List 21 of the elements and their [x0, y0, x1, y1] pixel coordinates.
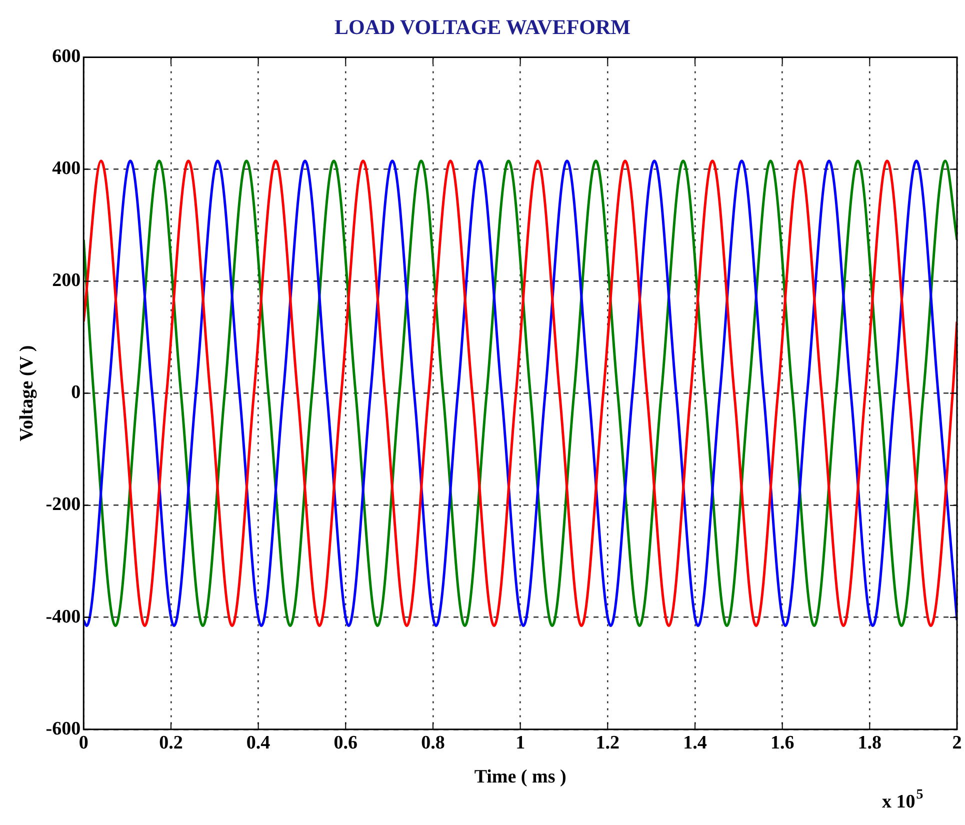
y-tick-label: 400	[52, 158, 81, 180]
line-series	[84, 160, 957, 628]
y-tick-label: 0	[71, 382, 81, 404]
x-tick-label: 1	[516, 732, 526, 754]
y-tick-label: -200	[46, 494, 81, 516]
y-tick-label: 200	[52, 270, 81, 292]
x-tick-label: 0.6	[334, 732, 358, 754]
y-tick-label: -400	[46, 606, 81, 628]
y-tick-label: 600	[52, 46, 81, 68]
y-tick-label: -600	[46, 718, 81, 740]
chart-title: LOAD VOLTAGE WAVEFORM	[334, 15, 631, 40]
x-tick-label: 0.2	[159, 732, 183, 754]
x-tick-label: 1.4	[683, 732, 708, 754]
x-tick-label: 1.6	[770, 732, 794, 754]
x-tick-label: 1.2	[596, 732, 620, 754]
x-tick-label: 0.4	[246, 732, 271, 754]
x-tick-label: 1.8	[858, 732, 882, 754]
x-tick-label: 0.8	[421, 732, 445, 754]
y-axis-title: Voltage (V )	[16, 345, 38, 442]
x-axis-title: Time ( ms )	[474, 766, 566, 788]
x-tick-label: 2	[952, 732, 962, 754]
